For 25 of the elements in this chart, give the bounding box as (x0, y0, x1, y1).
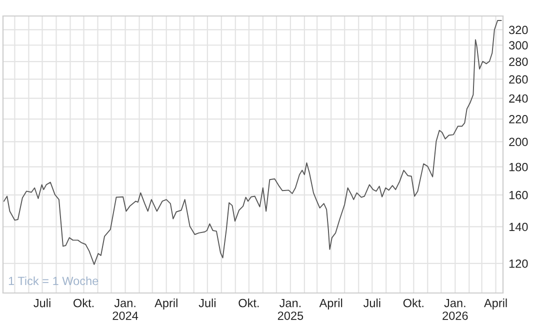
y-tick-label: 320 (509, 26, 528, 34)
x-tick-label: Jan. 2026 (442, 298, 468, 320)
y-tick-label: 260 (509, 75, 528, 84)
y-tick-label: 200 (509, 138, 528, 146)
x-tick-label: Juli (363, 298, 380, 308)
line-series (3, 20, 502, 265)
y-tick-label: 280 (509, 58, 528, 66)
x-tick-label: Okt. (74, 298, 94, 308)
y-tick-label: 300 (509, 41, 528, 50)
x-tick-label: Juli (198, 298, 216, 308)
x-tick-label: April (319, 298, 342, 310)
y-tick-label: 120 (509, 259, 528, 268)
x-tick-label: April (154, 298, 178, 310)
x-tick-label: April (484, 298, 507, 310)
y-tick-label: 140 (509, 222, 528, 232)
annotation: 1 Tick = 1 Woche (8, 276, 98, 286)
y-tick-label: 220 (509, 115, 528, 124)
x-tick-label: Okt. (238, 298, 259, 308)
y-tick-label: 240 (509, 94, 528, 103)
x-tick-label: Juli (34, 298, 50, 308)
x-tick-label: Jan. 2024 (112, 298, 138, 320)
y-tick-label: 180 (509, 162, 528, 172)
y-tick-label: 160 (509, 190, 528, 200)
x-tick-label: Okt. (403, 298, 424, 308)
x-tick-label: Jan. 2025 (278, 298, 304, 320)
